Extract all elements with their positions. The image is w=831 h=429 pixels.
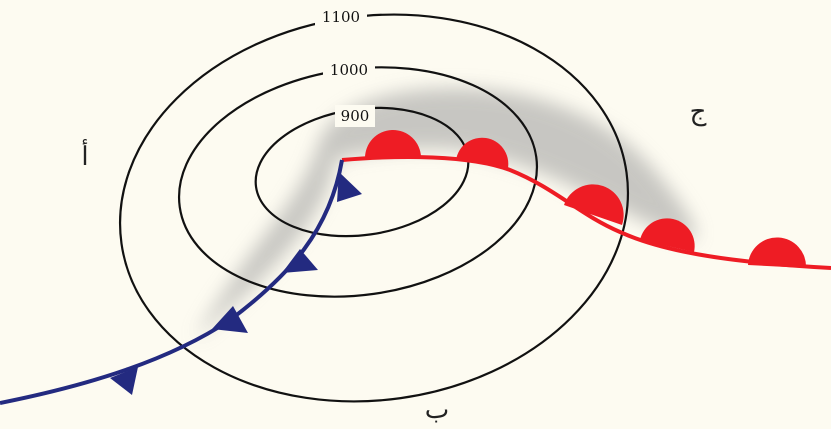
cold-front-triangles bbox=[110, 172, 362, 395]
isobar-label-1100: 1100 bbox=[322, 8, 360, 26]
warm-front bbox=[341, 130, 831, 270]
cold-front-triangle bbox=[337, 172, 362, 202]
region-labels: أ ب ج bbox=[81, 97, 706, 425]
warm-front-semicircles bbox=[364, 130, 807, 268]
cold-front bbox=[0, 159, 362, 405]
warm-front-semicircle bbox=[640, 218, 695, 252]
region-label-a: أ bbox=[81, 138, 88, 172]
cold-front-cloud-band bbox=[195, 145, 335, 340]
cold-front-triangle bbox=[212, 306, 248, 333]
warm-front-semicircle bbox=[748, 237, 807, 268]
warm-front-semicircle bbox=[456, 137, 509, 168]
warm-sector-cloud-band bbox=[318, 88, 696, 240]
cold-front-triangle bbox=[282, 249, 318, 273]
region-label-b: ب bbox=[425, 395, 449, 425]
isobar-label-900: 900 bbox=[341, 107, 370, 125]
cold-front-line bbox=[0, 159, 344, 405]
cold-front-triangle bbox=[110, 367, 138, 395]
cloud-shading bbox=[195, 88, 696, 340]
isobar-label-1000: 1000 bbox=[330, 61, 368, 79]
warm-front-semicircle bbox=[564, 184, 624, 225]
warm-front-semicircle bbox=[364, 130, 421, 159]
isobar-labels: 1100 1000 900 bbox=[315, 5, 375, 127]
region-label-c: ج bbox=[690, 97, 707, 127]
isobar-1000 bbox=[177, 66, 539, 298]
